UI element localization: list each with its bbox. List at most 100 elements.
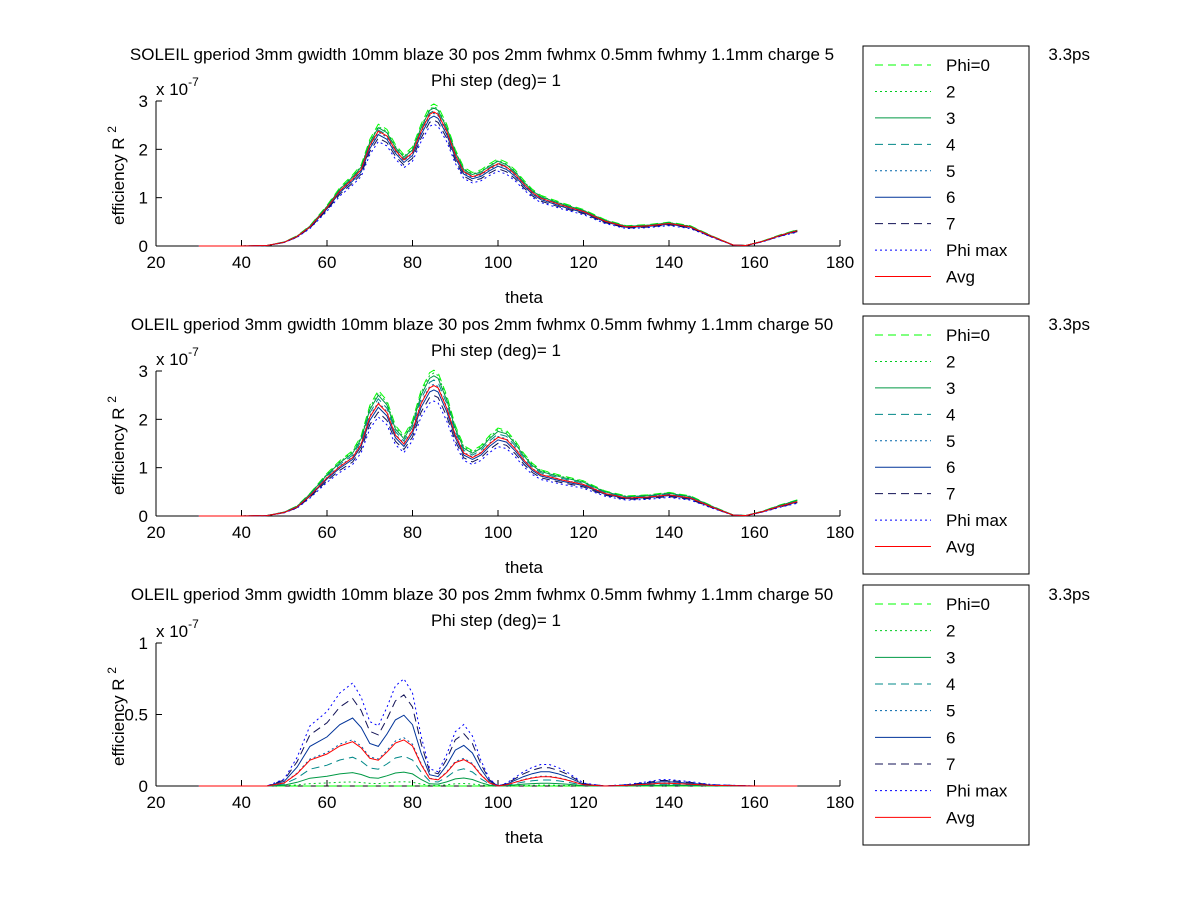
axis-exponent: x 10-7 <box>156 345 199 369</box>
legend-label: 4 <box>946 135 955 154</box>
legend-label: 5 <box>946 162 955 181</box>
y-tick-label: 2 <box>139 140 148 159</box>
series-line-phi-0 <box>198 103 798 247</box>
y-tick-label: 3 <box>139 92 148 111</box>
legend-label: 7 <box>946 215 955 234</box>
x-tick-label: 60 <box>318 793 337 812</box>
legend-label: 3 <box>946 379 955 398</box>
legend-label: Phi=0 <box>946 56 990 75</box>
x-tick-label: 120 <box>569 793 597 812</box>
legend-label: 7 <box>946 755 955 774</box>
legend-label: 5 <box>946 702 955 721</box>
legend-label: 7 <box>946 485 955 504</box>
legend-box <box>862 45 1030 305</box>
chart-title: OLEIL gperiod 3mm gwidth 10mm blaze 30 p… <box>131 315 833 334</box>
series-line-3 <box>198 107 798 247</box>
legend-label: 6 <box>946 458 955 477</box>
x-tick-label: 160 <box>740 253 768 272</box>
series-line-4 <box>198 379 798 517</box>
legend-box <box>862 315 1030 575</box>
y-tick-label: 1 <box>139 459 148 478</box>
legend-label: 6 <box>946 728 955 747</box>
legend-label: 5 <box>946 432 955 451</box>
series-line-7 <box>198 694 798 787</box>
chart-title: SOLEIL gperiod 3mm gwidth 10mm blaze 30 … <box>130 45 834 64</box>
chart-1: SOLEIL gperiod 3mm gwidth 10mm blaze 30 … <box>105 45 1090 307</box>
series-line-phi-max <box>198 400 798 517</box>
y-tick-label: 0 <box>139 237 148 256</box>
x-tick-label: 20 <box>147 253 166 272</box>
legend-label: 2 <box>946 352 955 371</box>
x-tick-label: 180 <box>826 523 854 542</box>
series-line-avg <box>198 111 798 247</box>
x-tick-label: 160 <box>740 523 768 542</box>
legend-label: 6 <box>946 188 955 207</box>
y-tick-label: 0.5 <box>124 706 148 725</box>
y-tick-label: 1 <box>139 189 148 208</box>
series-line-avg <box>198 739 798 787</box>
chart-title-right: 3.3ps <box>1048 585 1090 604</box>
x-tick-label: 180 <box>826 793 854 812</box>
series-line-5 <box>198 737 798 787</box>
series-line-avg <box>198 385 798 517</box>
series-line-7 <box>198 394 798 517</box>
legend-label: 3 <box>946 648 955 667</box>
legend-label: Avg <box>946 538 975 557</box>
series-line-5 <box>198 383 798 517</box>
x-tick-label: 40 <box>232 523 251 542</box>
legend-label: 2 <box>946 82 955 101</box>
series-line-phi-max <box>198 123 798 247</box>
x-tick-label: 100 <box>484 793 512 812</box>
legend-label: Phi=0 <box>946 326 990 345</box>
y-axis-label: efficiency R 2 <box>105 396 128 495</box>
series-line-6 <box>198 115 798 247</box>
x-tick-label: 60 <box>318 523 337 542</box>
legend: Phi=0 2 3 4 5 6 7 Phi max Avg <box>862 45 1030 305</box>
x-tick-label: 120 <box>569 253 597 272</box>
chart-subtitle: Phi step (deg)= 1 <box>431 341 561 360</box>
x-tick-label: 140 <box>655 253 683 272</box>
series-line-5 <box>198 112 798 247</box>
series-line-2 <box>198 781 798 787</box>
y-tick-label: 2 <box>139 410 148 429</box>
legend-label: Avg <box>946 808 975 827</box>
x-tick-label: 20 <box>147 523 166 542</box>
legend-label: 3 <box>946 109 955 128</box>
y-axis-label: efficiency R 2 <box>105 126 128 225</box>
series-line-4 <box>198 110 798 247</box>
x-tick-label: 140 <box>655 523 683 542</box>
series-line-2 <box>198 106 798 247</box>
legend-box <box>862 584 1030 846</box>
x-tick-label: 80 <box>403 253 422 272</box>
y-tick-label: 0 <box>139 507 148 526</box>
legend: Phi=0 2 3 4 5 6 7 Phi max Avg <box>862 584 1030 846</box>
legend-label: 2 <box>946 622 955 641</box>
x-tick-label: 100 <box>484 253 512 272</box>
x-tick-label: 40 <box>232 793 251 812</box>
x-tick-label: 120 <box>569 523 597 542</box>
axis-exponent: x 10-7 <box>156 75 199 99</box>
series-line-6 <box>198 714 798 787</box>
chart-title-right: 3.3ps <box>1048 45 1090 64</box>
y-tick-label: 1 <box>139 634 148 653</box>
legend-label: 4 <box>946 675 955 694</box>
chart-title-right: 3.3ps <box>1048 315 1090 334</box>
chart-3: OLEIL gperiod 3mm gwidth 10mm blaze 30 p… <box>105 584 1090 847</box>
series-line-7 <box>198 119 798 247</box>
y-tick-label: 0 <box>139 777 148 796</box>
x-tick-label: 100 <box>484 523 512 542</box>
x-tick-label: 140 <box>655 793 683 812</box>
x-tick-label: 20 <box>147 793 166 812</box>
y-tick-label: 3 <box>139 362 148 381</box>
series-line-6 <box>198 389 798 517</box>
legend-label: Phi=0 <box>946 595 990 614</box>
x-tick-label: 80 <box>403 793 422 812</box>
chart-subtitle: Phi step (deg)= 1 <box>431 71 561 90</box>
series-line-2 <box>198 372 798 517</box>
x-tick-label: 160 <box>740 793 768 812</box>
x-axis-label: theta <box>505 288 543 307</box>
x-tick-label: 40 <box>232 253 251 272</box>
series-line-phi-max <box>198 678 798 787</box>
legend-label: Phi max <box>946 782 1008 801</box>
